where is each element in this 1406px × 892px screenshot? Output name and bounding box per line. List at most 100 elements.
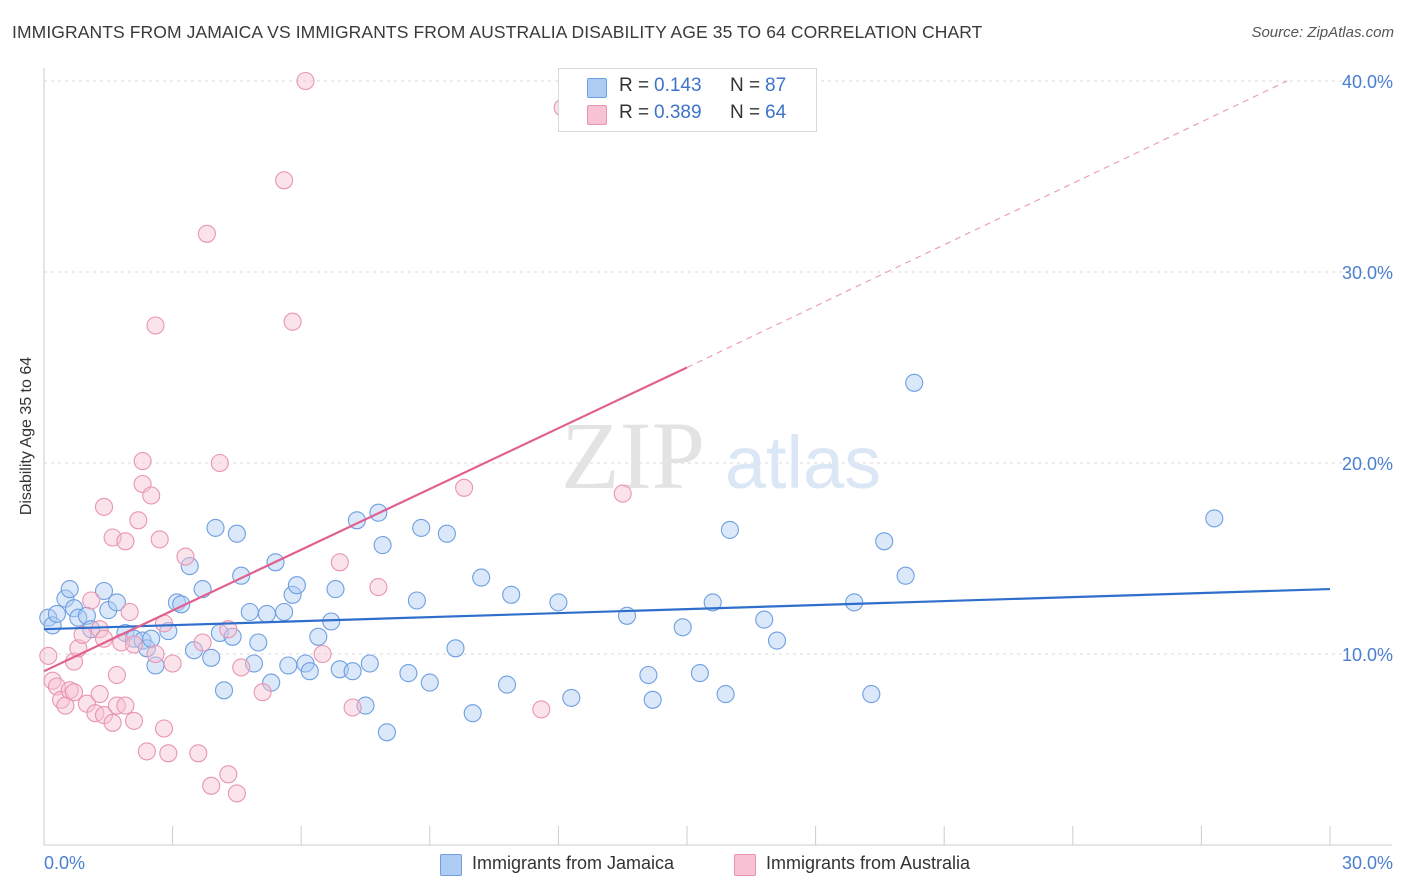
chart-title: IMMIGRANTS FROM JAMAICA VS IMMIGRANTS FR… bbox=[12, 22, 983, 42]
point-australia bbox=[313, 644, 332, 664]
point-australia bbox=[137, 742, 156, 761]
series-swatch-australia bbox=[734, 854, 756, 876]
point-australia bbox=[133, 452, 152, 471]
point-australia bbox=[369, 578, 388, 597]
point-jamaica bbox=[446, 639, 465, 658]
point-jamaica bbox=[497, 675, 517, 694]
point-australia bbox=[296, 71, 315, 91]
point-jamaica bbox=[643, 690, 662, 709]
point-jamaica bbox=[720, 520, 739, 539]
point-jamaica bbox=[845, 593, 864, 612]
point-australia bbox=[73, 625, 92, 644]
point-australia bbox=[120, 602, 139, 622]
point-australia bbox=[90, 620, 109, 639]
point-jamaica bbox=[322, 612, 341, 631]
point-australia bbox=[82, 591, 101, 610]
point-australia bbox=[283, 312, 302, 331]
source-credit: Source: ZipAtlas.com bbox=[1251, 24, 1394, 41]
point-australia bbox=[219, 620, 238, 639]
point-australia bbox=[275, 171, 294, 190]
point-australia bbox=[189, 744, 208, 763]
point-australia bbox=[455, 478, 474, 497]
correlation-legend: R = 0.143 N = 87 R = 0.389 N = 64 bbox=[558, 68, 817, 132]
point-australia bbox=[64, 683, 84, 702]
legend-r-label: R = bbox=[619, 75, 650, 96]
point-jamaica bbox=[287, 576, 306, 595]
point-jamaica bbox=[472, 568, 491, 587]
point-jamaica bbox=[60, 580, 79, 599]
point-jamaica bbox=[420, 673, 439, 692]
x-tick-label: 30.0% bbox=[1342, 853, 1393, 873]
y-tick-label: 30.0% bbox=[1342, 263, 1393, 283]
grid-lines bbox=[44, 80, 1392, 655]
point-jamaica bbox=[279, 656, 298, 675]
point-australia bbox=[124, 635, 144, 654]
point-jamaica bbox=[502, 585, 521, 604]
legend-r-value-jamaica: 0.143 bbox=[654, 75, 702, 96]
data-points bbox=[39, 71, 1224, 803]
point-jamaica bbox=[275, 602, 294, 622]
point-australia bbox=[116, 532, 135, 551]
legend-n-value-jamaica: 87 bbox=[765, 75, 787, 96]
point-australia bbox=[176, 547, 195, 566]
legend-r-value-australia: 0.389 bbox=[654, 102, 702, 123]
legend-swatch-jamaica bbox=[587, 78, 607, 98]
point-jamaica bbox=[549, 593, 568, 612]
y-tick-label: 10.0% bbox=[1342, 645, 1393, 665]
point-australia bbox=[532, 700, 551, 719]
point-jamaica bbox=[463, 704, 482, 723]
point-jamaica bbox=[360, 654, 379, 673]
trend-extension-australia bbox=[686, 80, 1288, 369]
y-tick-label: 20.0% bbox=[1342, 454, 1393, 474]
point-jamaica bbox=[300, 662, 319, 681]
watermark-atlas: atlas bbox=[725, 421, 881, 504]
point-jamaica bbox=[437, 524, 456, 543]
point-australia bbox=[219, 765, 238, 784]
point-australia bbox=[193, 633, 212, 652]
point-jamaica bbox=[326, 580, 345, 599]
legend-r-label: R = bbox=[619, 102, 650, 123]
point-jamaica bbox=[343, 662, 362, 681]
point-jamaica bbox=[94, 581, 114, 601]
trend-line-australia bbox=[43, 366, 688, 673]
point-australia bbox=[343, 698, 362, 717]
point-jamaica bbox=[257, 604, 276, 623]
point-australia bbox=[129, 511, 148, 530]
point-australia bbox=[253, 683, 272, 702]
point-australia bbox=[159, 744, 178, 763]
point-australia bbox=[142, 486, 161, 505]
point-jamaica bbox=[399, 664, 418, 683]
point-australia bbox=[163, 654, 182, 673]
point-jamaica bbox=[905, 373, 924, 392]
point-jamaica bbox=[214, 681, 234, 700]
trend-lines bbox=[43, 80, 1331, 673]
point-australia bbox=[116, 696, 135, 715]
point-jamaica bbox=[107, 593, 126, 612]
y-axis-label: Disability Age 35 to 64 bbox=[18, 356, 35, 516]
point-australia bbox=[232, 658, 251, 677]
point-australia bbox=[197, 224, 216, 243]
point-jamaica bbox=[767, 631, 787, 650]
x-tick-label: 0.0% bbox=[44, 853, 85, 873]
point-jamaica bbox=[755, 610, 774, 629]
point-jamaica bbox=[240, 602, 259, 622]
point-jamaica bbox=[377, 723, 396, 742]
legend-n-value-australia: 64 bbox=[765, 102, 787, 123]
point-australia bbox=[154, 719, 174, 738]
point-australia bbox=[39, 646, 58, 665]
point-jamaica bbox=[283, 585, 302, 604]
point-jamaica bbox=[896, 566, 915, 585]
tick-labels: 10.0% 20.0% 30.0% 40.0% 0.0% 30.0% bbox=[44, 72, 1393, 873]
point-jamaica bbox=[1205, 509, 1224, 528]
point-jamaica bbox=[227, 524, 246, 543]
point-australia bbox=[90, 685, 109, 704]
point-jamaica bbox=[875, 532, 894, 551]
point-jamaica bbox=[373, 536, 392, 555]
legend-n-label: N = bbox=[730, 75, 761, 96]
point-jamaica bbox=[142, 629, 161, 648]
series-label-australia: Immigrants from Australia bbox=[766, 853, 971, 873]
point-australia bbox=[613, 484, 632, 503]
point-australia bbox=[330, 553, 349, 572]
point-australia bbox=[227, 784, 246, 803]
